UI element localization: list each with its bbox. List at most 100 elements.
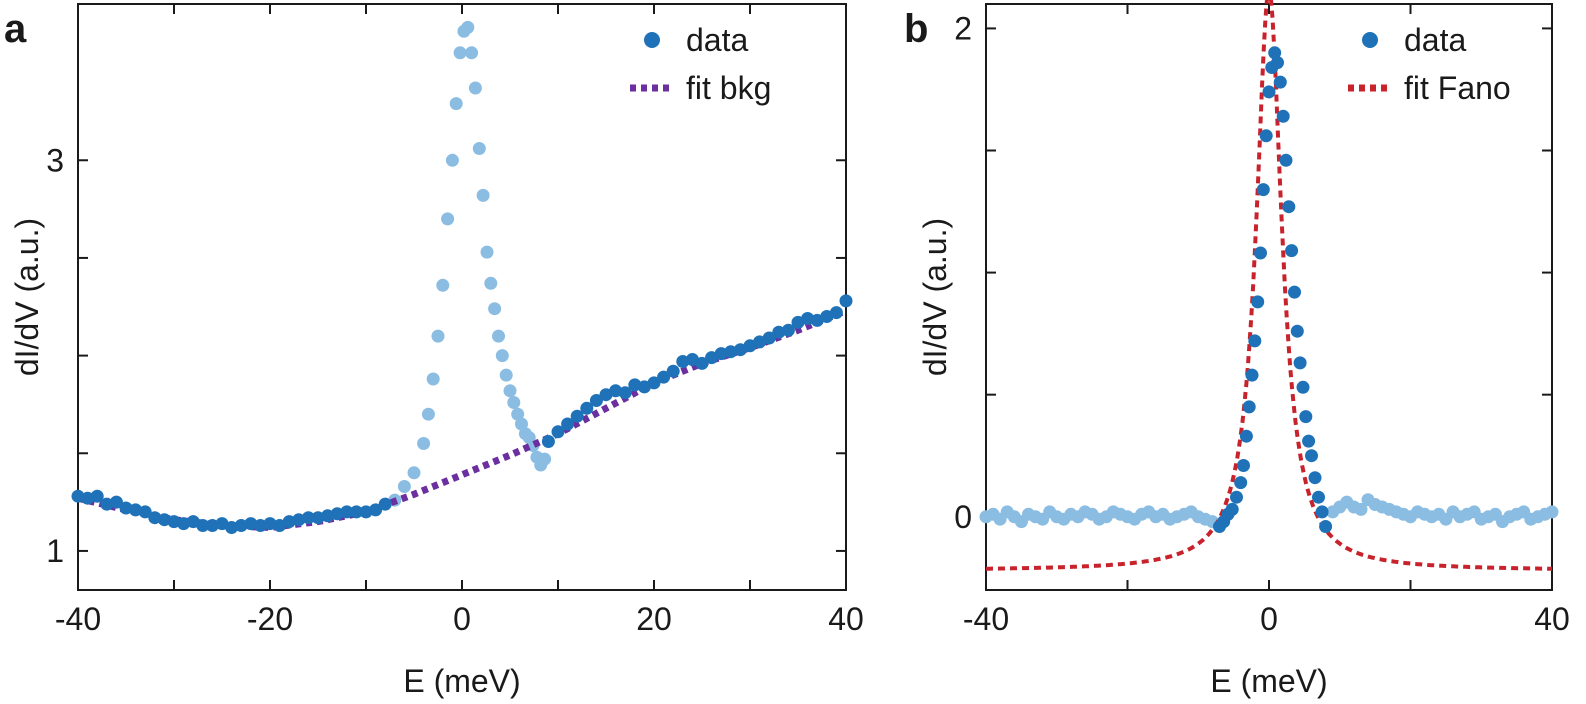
panel-letter-b: b: [904, 7, 928, 51]
series-b: [979, 0, 1559, 571]
data-point-a: [484, 276, 498, 290]
x-tick-label-a: 20: [636, 601, 672, 637]
data-point-b: [1273, 75, 1287, 89]
ticks-a: -40 -20 0 20 40 1 3: [46, 4, 864, 637]
data-point-b: [1242, 400, 1256, 414]
data-point-a: [647, 376, 661, 390]
data-point-b: [1276, 109, 1290, 123]
y-tick-label-a: 3: [46, 142, 64, 178]
x-axis-label-b: E (meV): [1210, 663, 1327, 699]
data-point-a: [301, 511, 315, 525]
y-tick-label-b: 2: [954, 10, 972, 46]
data-point-a: [407, 466, 421, 480]
legend-marker-data-b: [1362, 32, 1378, 48]
data-point-a: [378, 497, 392, 511]
legend-marker-data-a: [644, 32, 660, 48]
series-a: [71, 20, 853, 534]
data-point-a: [492, 329, 505, 343]
data-point-b: [1271, 56, 1284, 70]
data-point-a: [90, 489, 104, 503]
data-point-b: [1239, 429, 1253, 443]
x-tick-label-a: 40: [828, 601, 864, 637]
data-point-b: [1234, 476, 1248, 490]
data-point-a: [561, 417, 575, 431]
data-point-b: [1319, 520, 1333, 533]
legend-label-data-a: data: [686, 22, 748, 58]
data-point-a: [445, 153, 459, 167]
data-point-a: [666, 364, 680, 378]
data-point-b: [1288, 285, 1301, 299]
data-point-b: [1299, 410, 1313, 424]
x-tick-label-b: 40: [1534, 601, 1570, 637]
fit-line-b: [986, 0, 1552, 571]
data-point-a: [421, 407, 435, 421]
data-point-a: [829, 306, 843, 320]
data-point-a: [109, 495, 123, 509]
data-point-a: [472, 142, 486, 155]
data-point-b: [1248, 334, 1262, 348]
data-point-b: [1259, 129, 1273, 143]
data-point-b: [1256, 183, 1270, 197]
data-point-a: [196, 519, 210, 532]
data-point-a: [488, 302, 502, 316]
data-point-a: [138, 505, 152, 519]
data-point-b: [1230, 490, 1243, 504]
data-point-b: [1254, 246, 1267, 260]
x-tick-label-a: -20: [247, 601, 293, 637]
x-tick-label-a: -40: [55, 601, 101, 637]
data-point-a: [426, 372, 440, 386]
data-point-b: [1237, 459, 1250, 472]
data-point-a: [541, 435, 555, 448]
panel-a: a -40 -20 0 20 40 1 3 E (meV) dI/dV (a.u.) dat…: [4, 3, 864, 699]
fit-line-a: [77, 307, 848, 532]
data-point-a: [461, 20, 475, 34]
data-point-a: [417, 437, 431, 450]
data-point-b: [1285, 244, 1299, 258]
data-point-a: [538, 452, 552, 466]
data-point-a: [762, 331, 776, 345]
data-point-b: [1290, 324, 1304, 338]
data-point-a: [436, 278, 450, 292]
legend-label-fit-fano: fit Fano: [1404, 70, 1511, 106]
x-axis-label-a: E (meV): [403, 663, 520, 699]
data-point-b: [1225, 502, 1239, 516]
panel-letter-a: a: [4, 7, 27, 51]
data-point-a: [495, 349, 509, 363]
data-point-b: [1315, 505, 1329, 519]
data-point-b: [1305, 449, 1318, 463]
data-point-b: [1262, 85, 1276, 99]
data-point-a: [580, 401, 594, 415]
legend-a: data fit bkg: [630, 22, 771, 106]
legend-label-data-b: data: [1404, 22, 1466, 58]
data-point-a: [480, 245, 494, 259]
y-axis-label-b: dI/dV (a.u.): [917, 218, 953, 376]
data-point-a: [507, 396, 521, 409]
data-point-a: [476, 188, 490, 202]
x-tick-label-a: 0: [453, 601, 471, 637]
data-point-a: [349, 505, 363, 519]
data-point-a: [453, 46, 467, 60]
data-point-a: [441, 212, 455, 226]
x-tick-label-b: -40: [963, 601, 1009, 637]
y-axis-label-a: dI/dV (a.u.): [9, 218, 45, 376]
x-tick-label-b: 0: [1260, 601, 1278, 637]
data-point-a: [369, 503, 383, 517]
data-point-a: [839, 294, 853, 308]
data-point-a: [431, 329, 445, 343]
data-point-a: [695, 356, 709, 370]
data-point-a: [340, 505, 354, 519]
data-point-a: [781, 323, 795, 337]
data-point-a: [589, 394, 603, 407]
y-tick-label-a: 1: [46, 533, 64, 569]
data-point-a: [618, 386, 632, 400]
data-point-a: [511, 407, 525, 421]
data-point-a: [465, 46, 479, 60]
data-point-b: [1302, 434, 1316, 448]
data-point-a: [449, 97, 463, 111]
data-point-a: [397, 480, 411, 493]
panel-b: b -40 0 40 0 2 E (meV) dI/dV (a.u.) data fit…: [904, 0, 1570, 699]
data-point-a: [657, 370, 671, 384]
data-point-a: [503, 384, 517, 398]
legend-b: data fit Fano: [1348, 22, 1511, 106]
